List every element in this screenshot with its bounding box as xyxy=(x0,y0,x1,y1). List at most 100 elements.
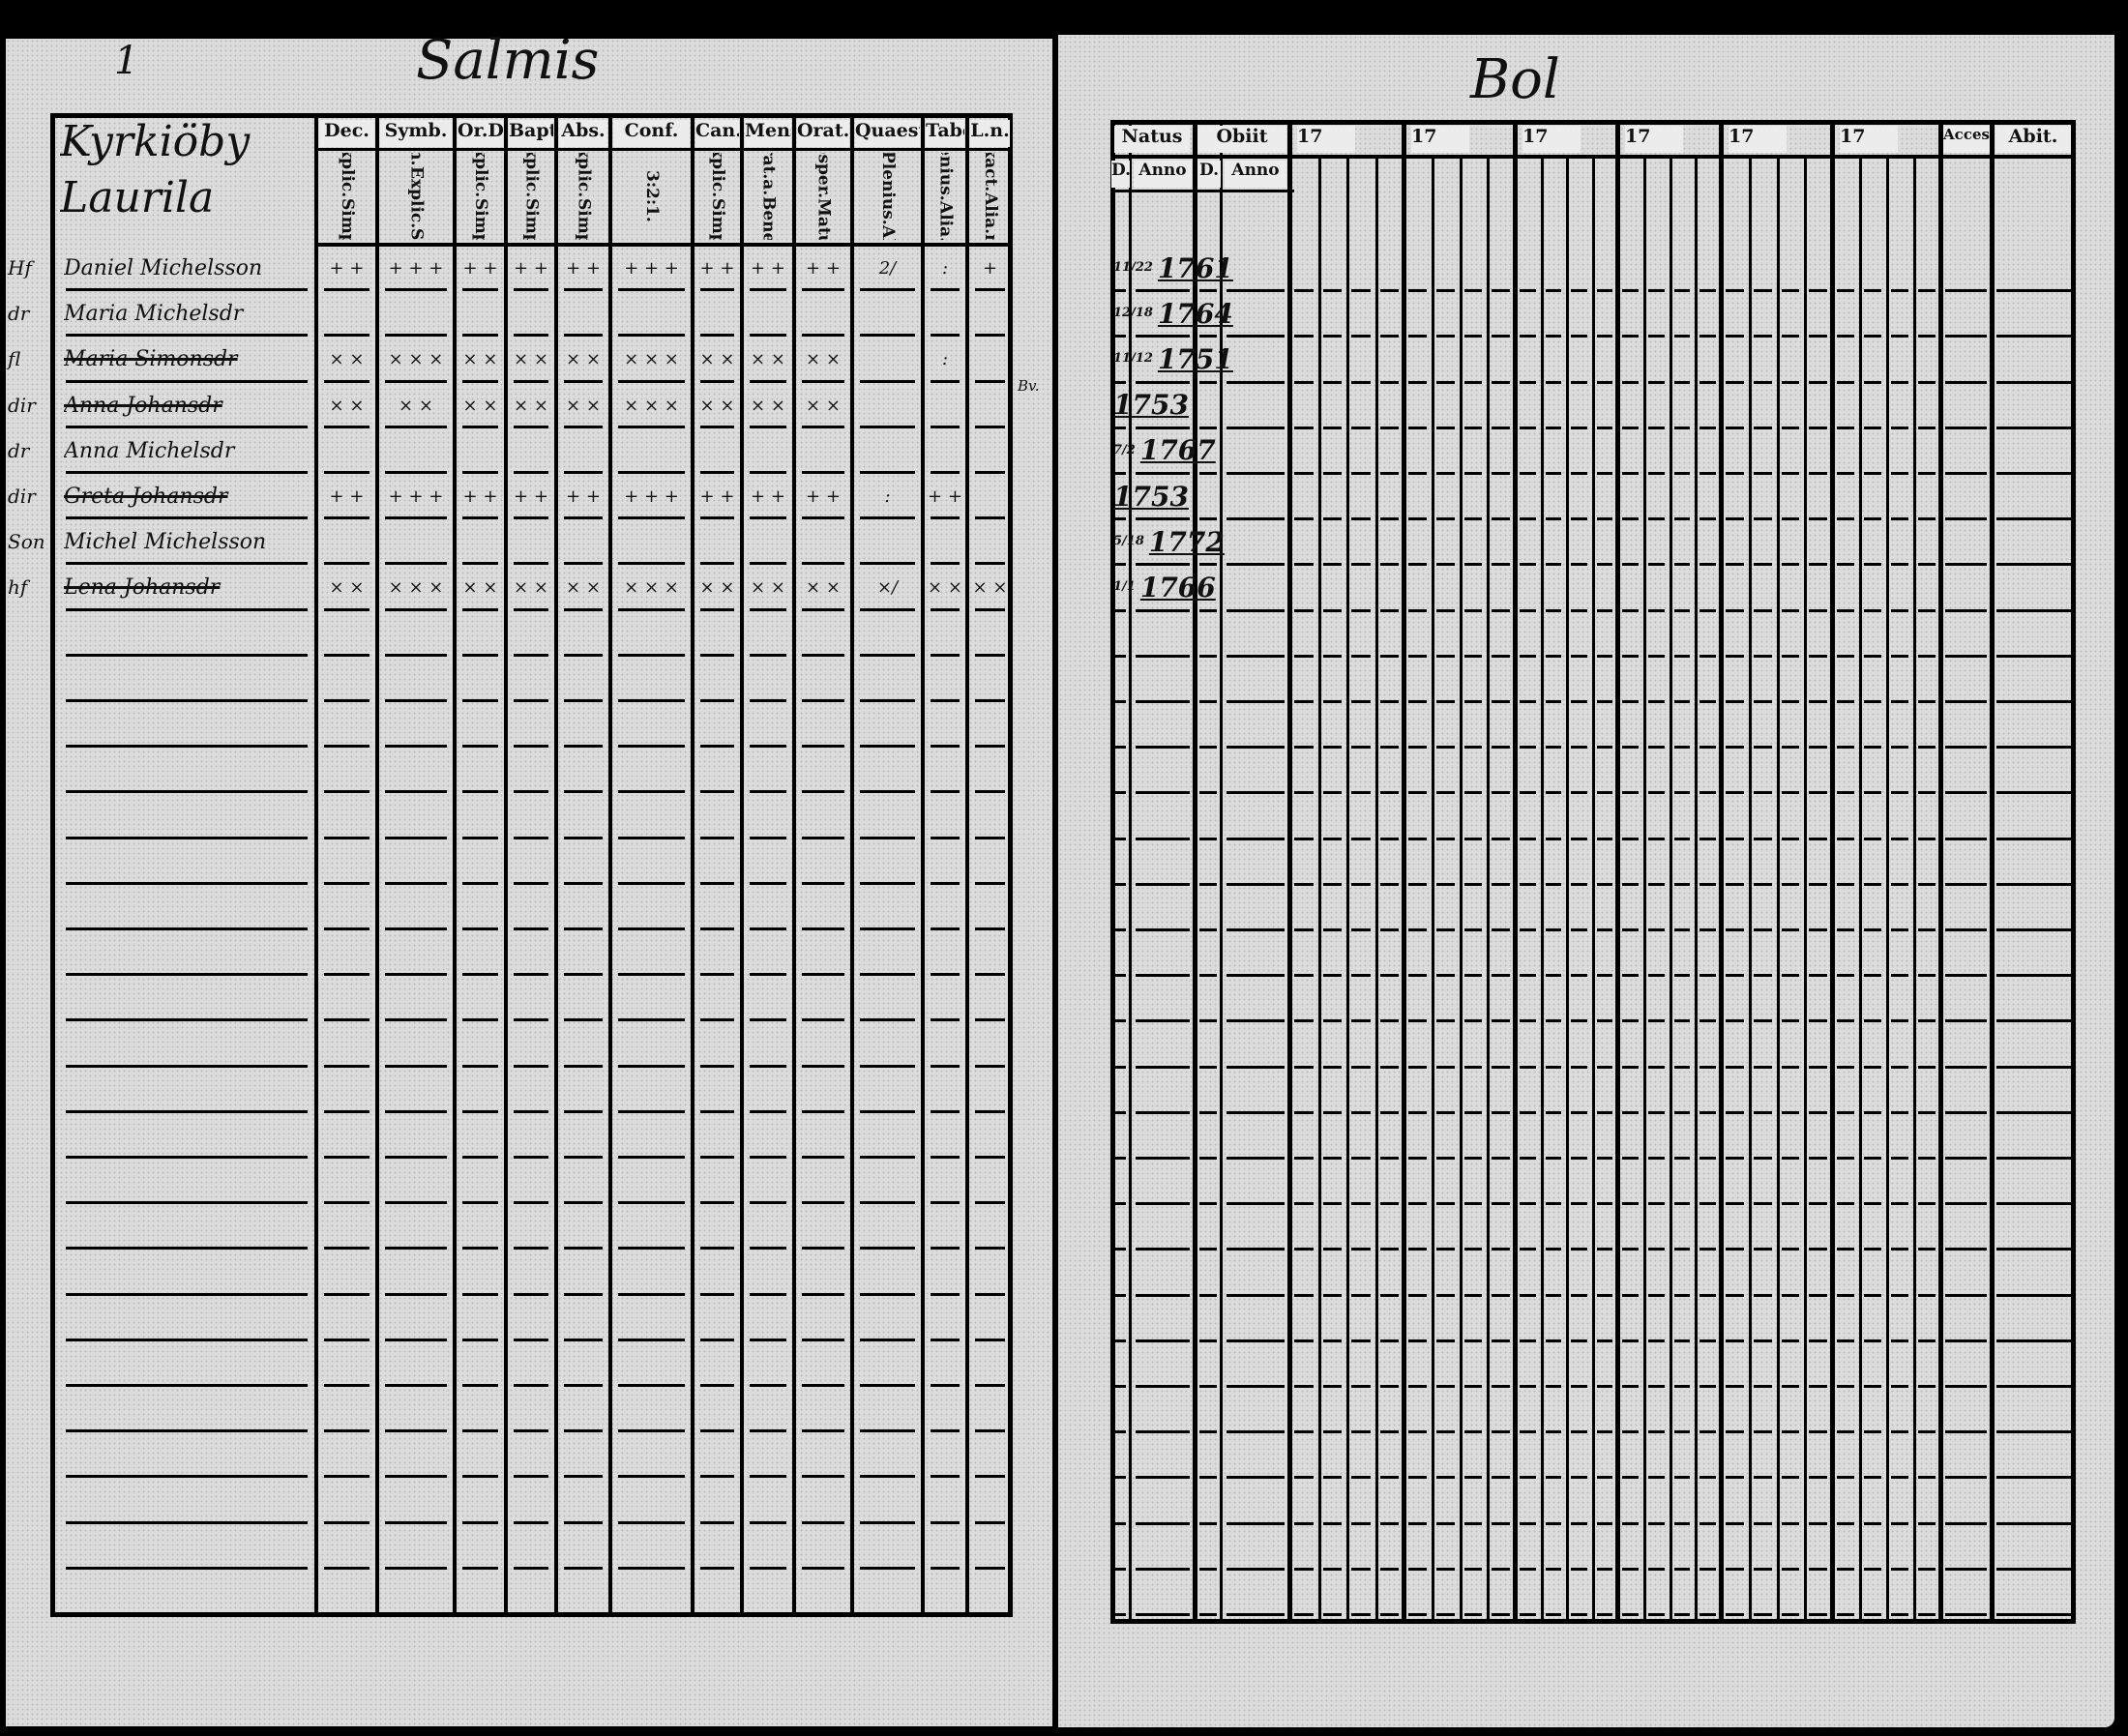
date-subheader: D. xyxy=(1111,161,1130,188)
row-rule xyxy=(1673,1248,1691,1251)
row-rule xyxy=(514,288,548,292)
row-rule xyxy=(1699,882,1716,886)
row-rule xyxy=(1781,746,1800,750)
row-rule xyxy=(1408,426,1427,429)
row-rule xyxy=(1571,837,1587,840)
exam-mark: + + + xyxy=(388,258,444,279)
row-rule xyxy=(1492,1613,1510,1616)
row-rule xyxy=(931,471,960,474)
row-rule xyxy=(1408,335,1427,338)
row-rule xyxy=(1726,974,1744,978)
row-rule xyxy=(462,745,498,749)
row-rule xyxy=(514,1612,548,1615)
margin-note: dr xyxy=(8,438,30,462)
row-rule xyxy=(1753,1202,1772,1206)
row-rule xyxy=(1809,974,1827,978)
row-rule xyxy=(1294,1339,1314,1342)
column-subheader: Vesper. Matut. xyxy=(797,153,849,240)
row-rule xyxy=(618,836,685,839)
row-rule xyxy=(1294,1613,1314,1616)
row-rule xyxy=(1673,289,1691,293)
margin-note: Son xyxy=(8,530,45,554)
row-rule xyxy=(66,745,308,749)
natus-header: Natus xyxy=(1114,126,1190,153)
row-rule xyxy=(1891,974,1908,978)
row-rule xyxy=(1463,517,1483,521)
row-rule xyxy=(860,425,915,428)
exam-mark: : xyxy=(941,349,949,370)
row-rule xyxy=(1545,563,1561,567)
row-rule xyxy=(802,927,844,930)
row-rule xyxy=(1996,289,2071,293)
row-rule xyxy=(1837,1521,1854,1525)
row-rule xyxy=(1726,928,1744,931)
row-rule xyxy=(1435,1430,1455,1434)
row-rule xyxy=(1918,1521,1936,1525)
row-rule xyxy=(1996,517,2071,521)
row-rule xyxy=(1227,608,1285,612)
row-rule xyxy=(1996,1385,2071,1388)
row-rule xyxy=(860,1156,915,1159)
exam-mark: + + xyxy=(699,258,735,279)
row-rule xyxy=(1781,974,1800,978)
row-rule xyxy=(1596,426,1612,429)
row-rule xyxy=(1294,791,1314,795)
row-rule xyxy=(1463,837,1483,840)
row-rule xyxy=(1699,654,1716,658)
row-rule xyxy=(1322,1019,1342,1023)
row-rule xyxy=(1571,1430,1587,1434)
row-rule xyxy=(1351,1293,1371,1297)
row-rule xyxy=(1115,426,1126,429)
row-rule xyxy=(1864,1339,1881,1342)
row-rule xyxy=(1322,1430,1342,1434)
row-rule xyxy=(1891,928,1908,931)
row-rule xyxy=(618,334,685,338)
row-rule xyxy=(385,1429,447,1433)
column-subheader: Athan.Explic.Simpl. xyxy=(380,153,452,240)
row-rule xyxy=(1463,563,1483,567)
row-rule xyxy=(1115,1476,1126,1480)
row-rule xyxy=(564,1018,603,1022)
row-rule xyxy=(1673,882,1691,886)
row-rule xyxy=(1351,837,1371,840)
exam-mark: × × × xyxy=(624,577,679,599)
row-rule xyxy=(700,1520,734,1524)
row-rule xyxy=(1571,380,1587,384)
row-rule xyxy=(1115,700,1126,703)
row-rule xyxy=(1673,1019,1691,1023)
row-rule xyxy=(1435,1567,1455,1571)
row-rule xyxy=(1435,380,1455,384)
row-rule xyxy=(1435,335,1455,338)
person-name: Daniel Michelsson xyxy=(64,256,263,280)
row-rule xyxy=(1294,1202,1314,1206)
row-rule xyxy=(1726,517,1744,521)
row-rule xyxy=(1596,1613,1612,1616)
birth-day: 1/1 xyxy=(1113,579,1136,595)
row-rule xyxy=(66,379,308,383)
row-rule xyxy=(1596,974,1612,978)
row-rule xyxy=(1918,1476,1936,1480)
row-rule xyxy=(1809,289,1827,293)
row-rule xyxy=(618,1064,685,1068)
row-rule xyxy=(1520,837,1536,840)
row-rule xyxy=(618,516,685,520)
row-rule xyxy=(750,1292,786,1296)
column-divider xyxy=(850,113,854,1617)
row-rule xyxy=(802,1338,844,1341)
row-rule xyxy=(1408,1157,1427,1160)
row-rule xyxy=(1463,1157,1483,1160)
subcolumn-line xyxy=(1776,158,1780,1624)
row-rule xyxy=(931,562,960,566)
row-rule xyxy=(1545,1339,1561,1342)
row-rule xyxy=(860,1201,915,1205)
row-rule xyxy=(700,653,734,657)
birth-day: 11/12 xyxy=(1113,351,1153,367)
row-rule xyxy=(1837,882,1854,886)
row-rule xyxy=(514,425,548,428)
row-rule xyxy=(385,1156,447,1159)
row-rule xyxy=(700,881,734,885)
row-rule xyxy=(975,562,1005,566)
row-rule xyxy=(385,1247,447,1251)
row-rule xyxy=(1115,837,1126,840)
row-rule xyxy=(1571,1521,1587,1525)
